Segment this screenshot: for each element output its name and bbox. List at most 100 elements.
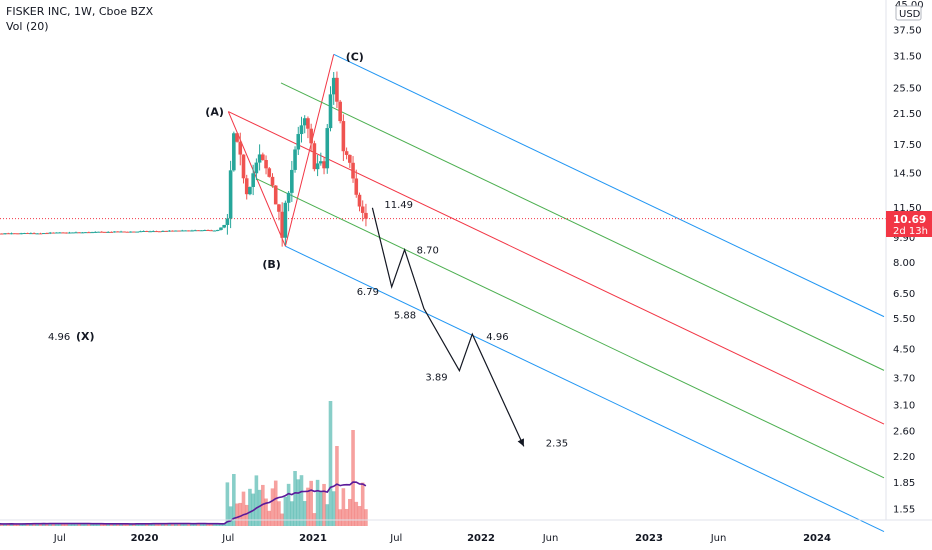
projection-label: 3.89: [425, 373, 447, 384]
volume-bar: [232, 474, 236, 526]
pitchfork-upper-line: [333, 53, 885, 318]
time-tick-label: Jul: [53, 533, 66, 544]
volume-bar: [141, 523, 146, 526]
time-tick-label: 2023: [635, 533, 663, 544]
volume-bar: [138, 523, 143, 526]
candle-body: [244, 178, 249, 195]
volume-bar: [348, 498, 352, 526]
candle-body: [74, 232, 78, 234]
volume-bar: [67, 524, 72, 526]
pivot-label: (C): [346, 50, 364, 63]
volume-bar: [215, 524, 220, 526]
candle-body: [286, 192, 291, 203]
candle-body: [203, 230, 207, 232]
volume-bar: [290, 501, 294, 526]
volume-bar: [293, 471, 297, 526]
candle-body: [183, 230, 188, 232]
volume-bar: [273, 480, 278, 526]
volume-bar: [331, 491, 336, 526]
volume-bar: [351, 430, 355, 526]
candle-body: [225, 218, 230, 225]
price-tick-label: 6.50: [893, 289, 915, 300]
currency-label: USD: [899, 9, 921, 20]
volume-bar: [32, 523, 36, 526]
volume-bar: [306, 487, 310, 526]
volume-bar: [264, 498, 268, 526]
candle-body: [58, 232, 62, 234]
candle-body: [99, 231, 104, 233]
candle-body: [151, 231, 156, 233]
volume-bar: [183, 523, 188, 526]
candle-body: [264, 160, 268, 169]
volume-bar: [254, 475, 259, 526]
time-tick-label: Jun: [710, 533, 727, 544]
candle-body: [277, 204, 281, 212]
candle-body: [354, 178, 359, 195]
volume-bar: [58, 523, 62, 526]
candle-body: [96, 231, 101, 233]
candle-body: [328, 94, 333, 129]
candle-body: [48, 232, 52, 234]
volume-bar: [51, 523, 56, 526]
price-tick-label: 4.50: [893, 344, 915, 355]
candle-body: [348, 154, 352, 163]
candle-body: [331, 77, 336, 95]
volume-moving-average-line: [0, 481, 367, 526]
candle-body: [196, 230, 201, 232]
volume-bar: [90, 523, 94, 526]
candle-body: [273, 185, 278, 205]
price-tick-label: 25.50: [893, 84, 922, 95]
price-tick-label: 2.60: [893, 427, 915, 438]
candle-body: [29, 233, 33, 235]
volume-bar: [315, 479, 320, 526]
volume-bar: [357, 506, 362, 526]
projection-label: 11.49: [384, 200, 413, 211]
volume-bar: [219, 523, 223, 526]
price-tick-label: 8.00: [893, 258, 915, 269]
candle-body: [0, 233, 4, 235]
candle-body: [209, 230, 214, 232]
candle-body: [122, 231, 127, 233]
candle-body: [164, 230, 168, 232]
candle-body: [3, 233, 7, 235]
volume-bar: [206, 524, 210, 526]
pivot-label: (A): [205, 106, 224, 119]
candle-body: [19, 233, 23, 235]
volume-bar: [186, 524, 191, 526]
candle-body: [32, 233, 36, 235]
time-tick-label: 2020: [131, 533, 159, 544]
volume-bar: [148, 523, 152, 526]
last-price-badge: 10.69 2d 13h: [886, 211, 932, 237]
wave-labels: (A) (B) (C) 11.49 6.79 8.70 5.88 3.89 4.96 2.35 4.…: [48, 50, 568, 449]
candle-body: [261, 154, 265, 161]
candle-body: [270, 176, 275, 186]
price-tick-label: 37.50: [893, 26, 922, 37]
volume-bar: [344, 508, 349, 526]
candle-body: [302, 118, 307, 126]
volume-bar: [277, 501, 281, 526]
currency-badge: USD: [895, 5, 922, 21]
price-tick-label: 31.50: [893, 52, 922, 63]
candle-body: [267, 168, 272, 177]
candle-body: [22, 233, 27, 235]
volume-bar: [212, 523, 217, 526]
projection-label: 6.79: [357, 287, 379, 298]
volume-bar: [83, 523, 88, 526]
axis-partial-label: 9.90: [893, 233, 915, 244]
candle-body: [35, 233, 40, 235]
candle-body: [235, 133, 239, 142]
volume-bar: [322, 483, 326, 526]
volume-bar: [128, 524, 133, 526]
candle-body: [138, 231, 143, 233]
candle-body: [180, 230, 185, 232]
candle-body: [77, 232, 81, 234]
volume-bar: [164, 524, 168, 526]
projection-label: 5.88: [394, 311, 416, 322]
candle-body: [251, 173, 255, 187]
volume-bar: [341, 488, 346, 526]
volume-bar: [261, 484, 265, 526]
volume-bar: [35, 523, 40, 526]
volume-bar: [180, 523, 185, 526]
volume-bar: [161, 523, 165, 526]
